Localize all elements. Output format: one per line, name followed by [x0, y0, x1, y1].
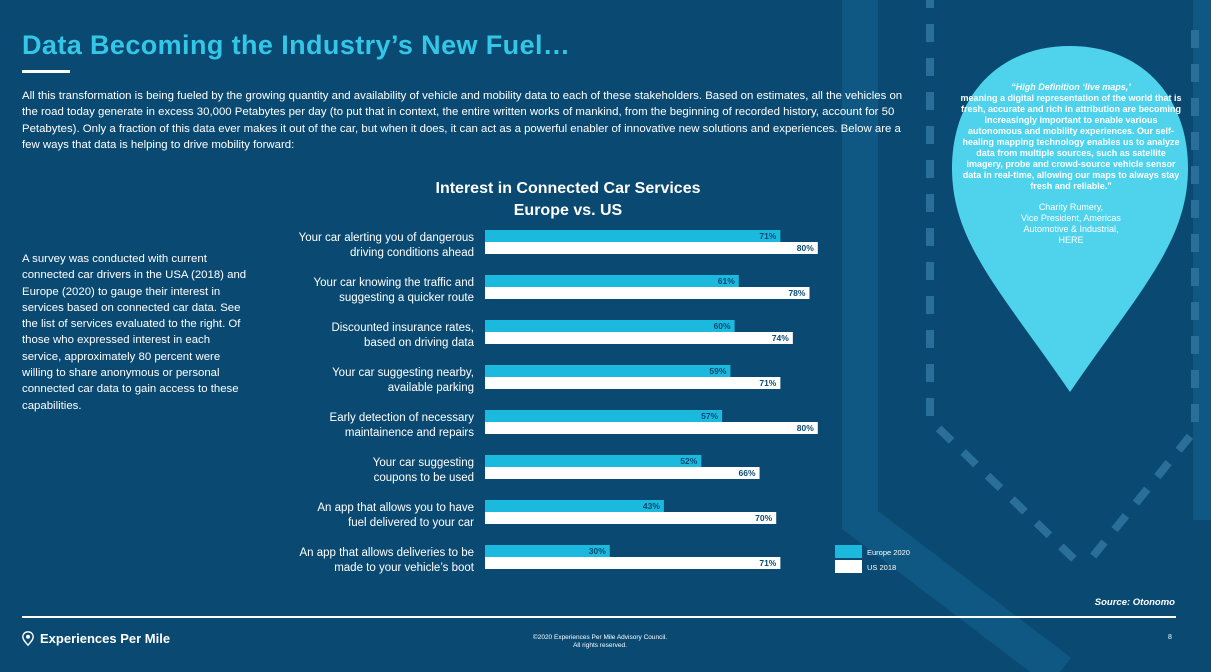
- europe-bar: [485, 455, 702, 467]
- us-bar: [485, 557, 781, 569]
- category-label: Your car suggesting: [373, 457, 474, 469]
- chart-title-line: Interest in Connected Car Services: [435, 180, 701, 197]
- value-label: 74%: [772, 333, 789, 343]
- category-label: Early detection of necessary: [330, 412, 475, 424]
- value-label: 71%: [759, 558, 776, 568]
- us-bar: [485, 332, 793, 344]
- value-label: 61%: [718, 276, 735, 286]
- category-label: Your car knowing the traffic and: [314, 277, 474, 289]
- quote-author-org: HERE: [1058, 235, 1084, 245]
- category-label: An app that allows deliveries to be: [299, 547, 474, 559]
- intro-paragraph: All this transformation is being fueled …: [22, 90, 903, 151]
- quote-text: “High Definition ‘live maps,’ meaning a …: [960, 82, 1182, 192]
- value-label: 57%: [701, 411, 718, 421]
- quote-author-division: Automotive & Industrial,: [1023, 224, 1119, 234]
- copyright-notice: ©2020 Experiences Per Mile Advisory Coun…: [480, 634, 720, 650]
- quote-attribution: Charity Rumery, Vice President, Americas…: [960, 202, 1182, 246]
- legend-label-us: US 2018: [867, 563, 896, 572]
- category-label: Your car alerting you of dangerous: [299, 232, 475, 244]
- quote-body: meaning a digital representation of the …: [960, 93, 1182, 191]
- legend-swatch-us: [835, 560, 862, 573]
- value-label: 80%: [797, 243, 814, 253]
- europe-bar: [485, 500, 664, 512]
- value-label: 80%: [797, 423, 814, 433]
- page-number: 8: [1168, 634, 1172, 641]
- us-bar: [485, 422, 818, 434]
- value-label: 70%: [755, 513, 772, 523]
- europe-bar: [485, 365, 731, 377]
- quote-opening: “High Definition ‘live maps,’: [1011, 82, 1131, 92]
- us-bar: [485, 512, 777, 524]
- us-bar: [485, 467, 760, 479]
- value-label: 66%: [739, 468, 756, 478]
- category-label: maintainence and repairs: [345, 427, 474, 439]
- source-note: Source: Otonomo: [1094, 597, 1175, 608]
- value-label: 60%: [714, 321, 731, 331]
- category-label: An app that allows you to have: [317, 502, 474, 514]
- category-label: coupons to be used: [374, 472, 474, 484]
- pin-logo-icon: [22, 631, 34, 646]
- europe-bar: [485, 230, 781, 242]
- category-label: driving conditions ahead: [350, 247, 474, 259]
- value-label: 30%: [589, 546, 606, 556]
- legend-label-europe: Europe 2020: [867, 548, 910, 557]
- category-label: Your car suggesting nearby,: [332, 367, 474, 379]
- footer-logo[interactable]: Experiences Per Mile: [22, 631, 170, 646]
- chart-title: Interest in Connected Car Services Europ…: [380, 178, 756, 222]
- chart-subtitle: Europe vs. US: [513, 202, 623, 219]
- footer-divider: [22, 616, 1176, 618]
- copyright-line-1: ©2020 Experiences Per Mile Advisory Coun…: [532, 634, 668, 641]
- value-label: 71%: [759, 378, 776, 388]
- survey-paragraph: A survey was conducted with current conn…: [22, 253, 247, 412]
- europe-bar: [485, 545, 610, 557]
- us-bar: [485, 377, 781, 389]
- us-bar: [485, 287, 810, 299]
- quote-author-name: Charity Rumery,: [1038, 202, 1104, 212]
- europe-bar: [485, 275, 739, 287]
- europe-bar: [485, 410, 723, 422]
- value-label: 78%: [788, 288, 805, 298]
- category-label: Discounted insurance rates,: [331, 322, 474, 334]
- category-label: fuel delivered to your car: [348, 517, 474, 529]
- quote-author-role: Vice President, Americas: [1021, 213, 1121, 223]
- title-underline: [22, 70, 70, 73]
- page-title: Data Becoming the Industry’s New Fuel…: [22, 30, 571, 60]
- quote-callout: “High Definition ‘live maps,’ meaning a …: [960, 82, 1182, 246]
- background-road-dashes: [926, 0, 1199, 563]
- legend-swatch-europe: [835, 545, 862, 558]
- category-label: available parking: [388, 382, 474, 394]
- value-label: 52%: [680, 456, 697, 466]
- category-label: based on driving data: [364, 337, 475, 349]
- logo-text: Experiences Per Mile: [40, 631, 171, 646]
- value-label: 71%: [759, 231, 776, 241]
- background-pin-shape: [842, 0, 1211, 672]
- copyright-line-2: All rights reserved.: [573, 642, 627, 649]
- value-label: 59%: [709, 366, 726, 376]
- category-label: suggesting a quicker route: [339, 292, 474, 304]
- category-label: made to your vehicle’s boot: [334, 562, 475, 574]
- value-label: 43%: [643, 501, 660, 511]
- quote-pin-shape: [952, 46, 1188, 392]
- europe-bar: [485, 320, 735, 332]
- us-bar: [485, 242, 818, 254]
